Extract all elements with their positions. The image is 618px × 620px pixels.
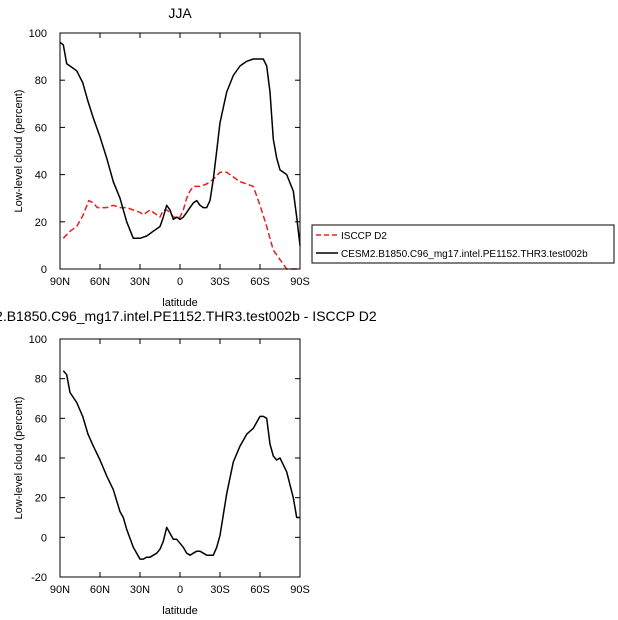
- top-panel-x-tick-label: 0: [177, 276, 183, 288]
- bottom-panel-x-tick-label: 90N: [50, 584, 70, 596]
- bottom-panel: M2.B1850.C96_mg17.intel.PE1152.THR3.test…: [0, 308, 377, 617]
- bottom-panel-x-tick-label: 30S: [210, 584, 230, 596]
- top-panel-y-tick-label: 0: [41, 264, 47, 276]
- top-panel-y-tick-label: 60: [35, 122, 47, 134]
- top-panel-x-tick-label: 90N: [50, 276, 70, 288]
- bottom-panel-series-line-0: [62, 370, 300, 560]
- top-panel-plot-area: 90N 60N 30N 0 30S 60S 90S 0 20 40 60 80 100: [29, 28, 310, 288]
- bottom-panel-x-tick-label: 60S: [250, 584, 270, 596]
- top-panel-x-axis-label: latitude: [162, 297, 197, 309]
- bottom-panel-x-axis-label: latitude: [162, 605, 197, 617]
- bottom-panel-y-tick-label: 60: [35, 413, 47, 425]
- bottom-panel-y-tick-label: 80: [35, 374, 47, 386]
- bottom-panel-x-tick-label: 90S: [290, 584, 310, 596]
- top-panel-series-line-0: [62, 171, 300, 270]
- bottom-panel-y-tick-label: -20: [31, 572, 47, 584]
- legend-label-cesm2: CESM2.B1850.C96_mg17.intel.PE1152.THR3.t…: [341, 249, 588, 260]
- bottom-panel-y-tick-label: 0: [41, 532, 47, 544]
- bottom-panel-plot-area: 90N 60N 30N 0 30S 60S 90S -20 0 20 40 60 80 100: [29, 334, 310, 596]
- legend-box: [311, 224, 615, 264]
- bottom-panel-y-tick-label: 100: [29, 334, 47, 346]
- bottom-panel-x-tick-label: 0: [177, 584, 183, 596]
- top-panel-y-tick-label: 20: [35, 217, 47, 229]
- bottom-panel-y-tick-label: 20: [35, 493, 47, 505]
- bottom-panel-frame: [59, 338, 301, 578]
- top-panel-frame: [59, 32, 301, 270]
- top-panel-y-tick-label: 80: [35, 75, 47, 87]
- top-panel-x-tick-label: 30N: [130, 276, 150, 288]
- top-panel-x-tick-label: 60N: [90, 276, 110, 288]
- bottom-panel-y-axis-label: Low-level cloud (percent): [13, 397, 25, 520]
- legend-label-isccp-d2: ISCCP D2: [341, 231, 387, 242]
- bottom-panel-y-tick-label: 40: [35, 453, 47, 465]
- top-panel-y-axis-label: Low-level cloud (percent): [13, 90, 25, 213]
- bottom-panel-title: M2.B1850.C96_mg17.intel.PE1152.THR3.test…: [0, 308, 377, 324]
- bottom-panel-x-tick-label: 30N: [130, 584, 150, 596]
- top-panel-x-tick-label: 60S: [250, 276, 270, 288]
- top-panel-series-line-1: [59, 41, 301, 246]
- top-panel: JJA Low-level cloud (percent) latitude 9…: [13, 5, 310, 309]
- top-panel-y-tick-label: 40: [35, 170, 47, 182]
- top-panel-x-tick-label: 90S: [290, 276, 310, 288]
- legend: ISCCP D2 CESM2.B1850.C96_mg17.intel.PE11…: [311, 224, 615, 264]
- top-panel-title: JJA: [168, 5, 192, 21]
- top-panel-y-tick-label: 100: [29, 28, 47, 40]
- top-panel-x-tick-label: 30S: [210, 276, 230, 288]
- bottom-panel-x-tick-label: 60N: [90, 584, 110, 596]
